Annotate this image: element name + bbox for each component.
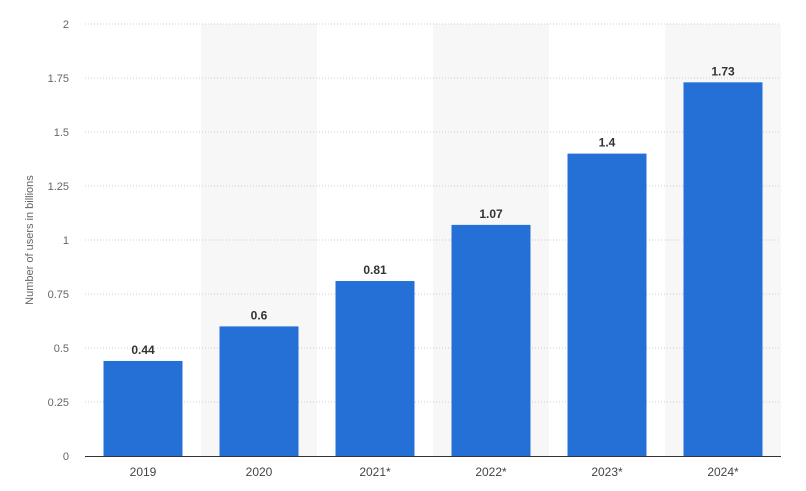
x-tick-label: 2024* [707, 465, 739, 479]
x-tick-label: 2019 [130, 465, 157, 479]
data-label: 1.73 [711, 64, 735, 78]
bar-2019[interactable] [103, 360, 183, 456]
x-tick-label: 2022* [475, 465, 507, 479]
y-tick-label: 0.5 [54, 343, 69, 355]
data-label: 0.6 [251, 308, 268, 322]
data-labels: 0.44 0.6 0.81 1.07 1.4 1.73 [131, 64, 735, 357]
x-tick-label: 2021* [359, 465, 391, 479]
y-tick-label: 0.25 [48, 397, 69, 409]
data-label: 1.4 [599, 136, 616, 150]
data-label: 0.81 [363, 263, 387, 277]
bars [103, 82, 763, 456]
bar-2021*[interactable] [335, 281, 415, 456]
bar-2024*[interactable] [683, 82, 763, 456]
y-tick-label: 1 [63, 235, 69, 247]
y-tick-label: 1.5 [54, 127, 69, 139]
y-axis-title: Number of users in billions [24, 175, 36, 305]
x-tick-label: 2023* [591, 465, 623, 479]
y-tick-label: 1.25 [48, 181, 69, 193]
y-axis-ticks: 0 0.25 0.5 0.75 1 1.25 1.5 1.75 2 [48, 19, 69, 463]
y-tick-label: 0.75 [48, 289, 69, 301]
x-tick-label: 2020 [246, 465, 273, 479]
x-axis-ticks: 2019 2020 2021* 2022* 2023* 2024* [130, 465, 739, 479]
bar-2023*[interactable] [567, 153, 647, 456]
data-label: 1.07 [479, 207, 503, 221]
data-label: 0.44 [131, 343, 155, 357]
y-tick-label: 1.75 [48, 73, 69, 85]
bar-2020[interactable] [219, 326, 299, 456]
y-tick-label: 0 [63, 451, 69, 463]
gridlines [85, 23, 781, 403]
y-tick-label: 2 [63, 19, 69, 31]
bar-2022*[interactable] [451, 224, 531, 456]
